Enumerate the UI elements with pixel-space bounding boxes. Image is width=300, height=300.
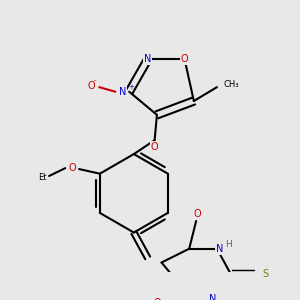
Text: O: O: [151, 142, 158, 152]
Text: N: N: [118, 87, 126, 97]
Text: O: O: [88, 81, 95, 91]
Text: N: N: [208, 295, 216, 300]
Text: -: -: [93, 77, 96, 83]
Text: S: S: [262, 269, 268, 279]
Text: O: O: [153, 298, 161, 300]
Text: H: H: [225, 240, 232, 249]
Text: CH₃: CH₃: [224, 80, 239, 89]
Text: O: O: [181, 55, 188, 64]
Text: +: +: [129, 84, 134, 90]
Text: Et: Et: [38, 173, 46, 182]
Text: N: N: [215, 244, 223, 254]
Text: O: O: [68, 163, 76, 173]
Text: O: O: [193, 209, 201, 219]
Text: N: N: [144, 55, 152, 64]
